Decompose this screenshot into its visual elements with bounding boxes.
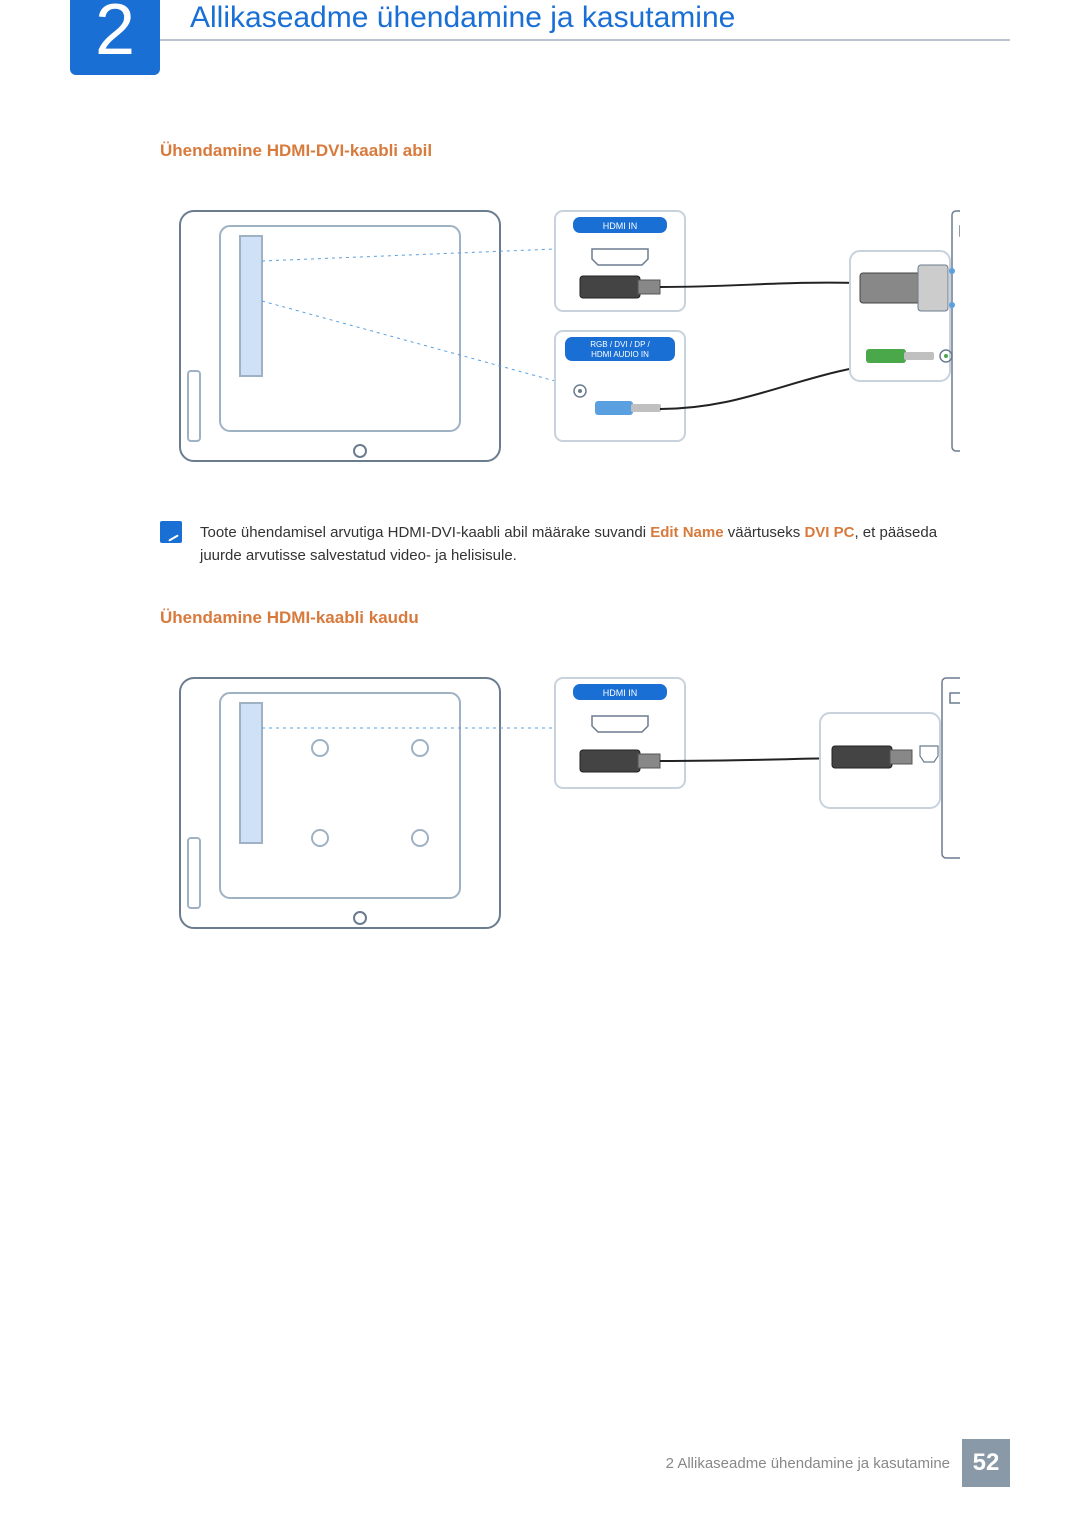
chapter-header: 2 Allikaseadme ühendamine ja kasutamine: [70, 0, 1010, 41]
note-text-prefix: Toote ühendamisel arvutiga HDMI-DVI-kaab…: [200, 524, 650, 541]
note-icon: [160, 521, 182, 543]
footer: 2 Allikaseadme ühendamine ja kasutamine …: [666, 1439, 1010, 1487]
note-text-hl2: DVI PC: [804, 524, 854, 541]
footer-text: 2 Allikaseadme ühendamine ja kasutamine: [666, 1455, 950, 1472]
diagram-hdmi: HDMI IN: [160, 658, 970, 958]
diagram-hdmi-dvi: HDMI IN RGB / DVI / DP / HDMI AUDIO IN: [160, 191, 970, 491]
page-content: Ühendamine HDMI-DVI-kaabli abil: [0, 41, 1080, 958]
chapter-title: Allikaseadme ühendamine ja kasutamine: [190, 1, 735, 35]
port-label-audio-line2: HDMI AUDIO IN: [591, 350, 649, 359]
port-label-hdmi-in: HDMI IN: [603, 221, 638, 231]
diagram-hdmi-svg: HDMI IN: [160, 658, 960, 958]
port-label-hdmi-in-2: HDMI IN: [603, 688, 638, 698]
section-heading-hdmi-dvi: Ühendamine HDMI-DVI-kaabli abil: [160, 141, 970, 161]
chapter-number-badge: 2: [70, 0, 160, 75]
port-box-hdmi-in-2: HDMI IN: [555, 678, 685, 788]
port-label-audio-line1: RGB / DVI / DP /: [590, 340, 650, 349]
note-text-mid: väärtuseks: [724, 524, 805, 541]
page-number: 52: [962, 1439, 1010, 1487]
note-row: Toote ühendamisel arvutiga HDMI-DVI-kaab…: [160, 521, 970, 568]
port-box-audio-in: RGB / DVI / DP / HDMI AUDIO IN: [555, 331, 685, 441]
note-text-hl1: Edit Name: [650, 524, 723, 541]
section-heading-hdmi: Ühendamine HDMI-kaabli kaudu: [160, 608, 970, 628]
diagram-hdmi-dvi-svg: HDMI IN RGB / DVI / DP / HDMI AUDIO IN: [160, 191, 960, 491]
note-text: Toote ühendamisel arvutiga HDMI-DVI-kaab…: [200, 521, 970, 568]
port-box-hdmi-in: HDMI IN: [555, 211, 685, 311]
page: 2 Allikaseadme ühendamine ja kasutamine …: [0, 0, 1080, 1527]
